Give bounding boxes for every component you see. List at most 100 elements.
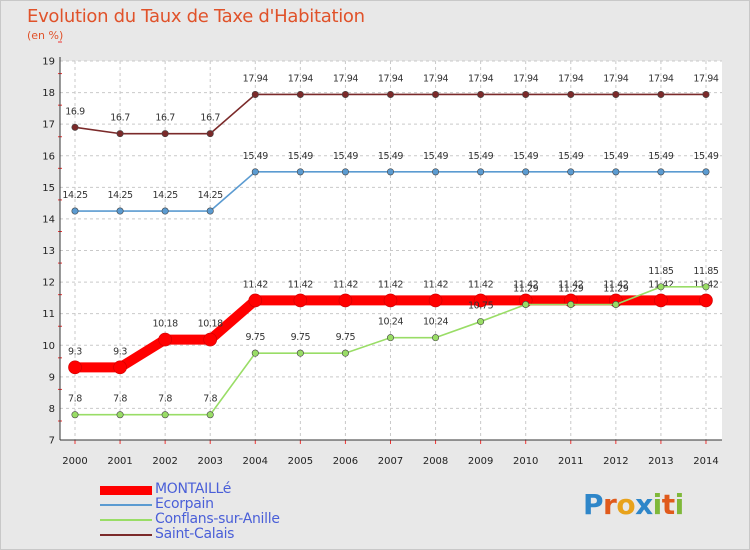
data-point [699,293,713,308]
data-label: 9.75 [245,332,265,343]
data-point [158,332,172,347]
data-label: 11.42 [333,279,359,290]
data-label: 17.94 [693,73,719,84]
x-tick-label: 2005 [288,456,313,467]
data-label: 7.8 [113,394,127,405]
data-point [477,90,485,98]
y-tick-label: 7 [49,436,55,447]
data-label: 11.42 [468,279,494,290]
data-point [612,90,620,98]
data-point [341,168,349,176]
logo-letter: P [583,488,604,521]
data-label: 7.8 [203,394,217,405]
y-tick-label: 9 [49,372,55,383]
data-point [116,207,124,215]
data-label: 15.49 [423,151,449,162]
data-label: 17.94 [648,73,674,84]
data-label: 16.7 [155,113,175,124]
data-point [71,207,79,215]
x-tick-label: 2009 [468,456,493,467]
x-tick-label: 2000 [62,456,87,467]
data-point [654,293,668,308]
logo-letter: o [616,488,636,521]
data-point [522,301,530,309]
data-label: 15.49 [648,151,674,162]
data-point [113,360,127,375]
data-point [702,168,710,176]
legend-label: Conflans-sur-Anille [155,511,280,527]
data-point [296,168,304,176]
chart-title: Evolution du Taux de Taxe d'Habitation [27,6,365,27]
data-label: 11.29 [603,284,629,295]
data-point [702,90,710,98]
data-label: 15.49 [513,151,539,162]
data-label: 11.29 [558,284,584,295]
data-point [296,90,304,98]
data-point [477,168,485,176]
x-tick-label: 2003 [197,456,222,467]
data-point [702,283,710,291]
x-tick-label: 2013 [648,456,673,467]
data-label: 11.29 [513,284,539,295]
data-label: 11.42 [603,279,629,290]
logo-letter: i [674,488,685,521]
data-point [432,90,440,98]
data-label: 10.18 [198,319,224,330]
data-label: 17.94 [288,73,314,84]
data-label: 7.8 [158,394,172,405]
data-point [428,293,443,308]
logo-letter: i [652,488,663,521]
data-point [386,90,394,98]
data-point [522,168,530,176]
data-label: 17.94 [423,73,449,84]
data-point [251,168,259,176]
x-tick-label: 2008 [423,456,448,467]
legend-swatch [100,485,152,495]
data-label: 15.49 [603,151,629,162]
x-tick-label: 2006 [333,456,358,467]
legend-swatch [100,519,152,521]
data-label: 15.49 [378,151,404,162]
data-point [522,90,530,98]
y-tick-label: 12 [42,278,55,289]
data-point [116,411,124,419]
data-label: 11.42 [558,279,584,290]
x-tick-label: 2012 [603,456,628,467]
legend-label: MONTAILLé [155,481,232,497]
data-point [567,90,575,98]
data-point [341,349,349,357]
data-point [206,207,214,215]
y-tick-label: 16 [42,151,55,162]
data-point [116,130,124,138]
y-tick-label: 11 [42,309,55,320]
data-point [296,349,304,357]
data-point [383,293,398,308]
data-label: 15.49 [468,151,494,162]
data-point [657,168,665,176]
y-tick-label: 17 [42,120,55,131]
data-point [432,168,440,176]
x-tick-label: 2001 [107,456,132,467]
data-point [251,349,259,357]
logo-letter: r [603,488,617,521]
legend-swatch [100,534,152,536]
data-point [68,360,82,375]
data-label: 17.94 [513,73,539,84]
y-tick-label: 13 [42,246,55,257]
data-label: 16.7 [200,113,220,124]
data-point [251,90,259,98]
legend-swatch [100,504,152,506]
data-point [473,293,488,308]
data-label: 16.7 [110,113,130,124]
y-tick-label: 14 [42,214,55,225]
y-tick-label: 8 [49,404,55,415]
data-label: 17.94 [378,73,404,84]
data-label: 17.94 [603,73,629,84]
data-label: 10.24 [378,317,404,328]
data-point [567,168,575,176]
x-tick-label: 2011 [558,456,583,467]
data-label: 9.75 [291,332,311,343]
data-point [206,130,214,138]
data-label: 7.8 [68,394,82,405]
